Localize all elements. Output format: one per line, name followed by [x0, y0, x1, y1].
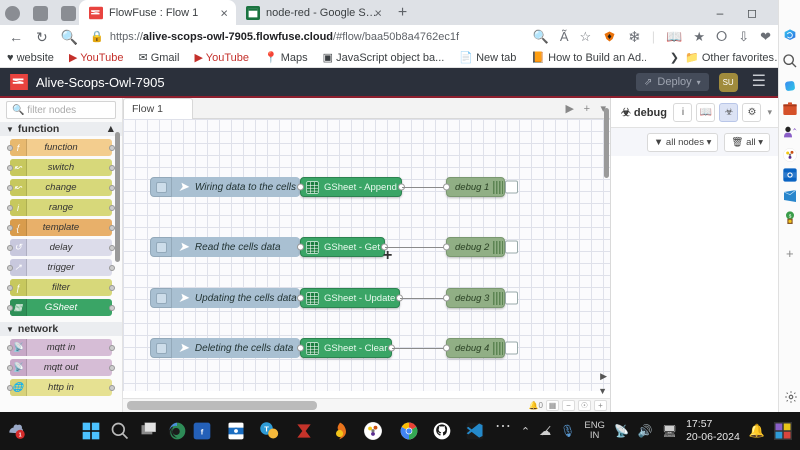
svg-text:$: $ [789, 213, 792, 218]
svg-text:1: 1 [19, 433, 22, 439]
svg-text:T: T [264, 424, 269, 433]
